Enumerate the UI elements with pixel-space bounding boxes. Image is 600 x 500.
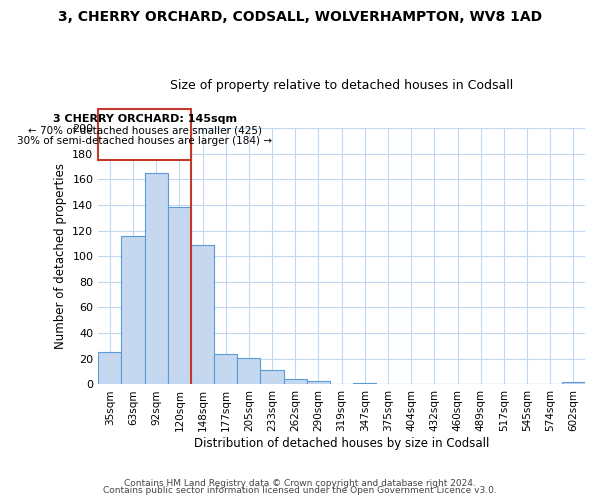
Y-axis label: Number of detached properties: Number of detached properties [53, 163, 67, 349]
Text: 3, CHERRY ORCHARD, CODSALL, WOLVERHAMPTON, WV8 1AD: 3, CHERRY ORCHARD, CODSALL, WOLVERHAMPTO… [58, 10, 542, 24]
Bar [353, 383, 376, 384]
Bar [260, 370, 284, 384]
Bar [191, 244, 214, 384]
Bar [284, 380, 307, 384]
Bar [562, 382, 585, 384]
Bar [145, 173, 168, 384]
Text: Contains HM Land Registry data © Crown copyright and database right 2024.: Contains HM Land Registry data © Crown c… [124, 478, 476, 488]
Text: ← 70% of detached houses are smaller (425): ← 70% of detached houses are smaller (42… [28, 126, 262, 136]
Bar [307, 380, 330, 384]
Bar [168, 208, 191, 384]
Title: Size of property relative to detached houses in Codsall: Size of property relative to detached ho… [170, 79, 513, 92]
Bar [237, 358, 260, 384]
Bar [214, 354, 237, 384]
Text: Contains public sector information licensed under the Open Government Licence v3: Contains public sector information licen… [103, 486, 497, 495]
Text: 3 CHERRY ORCHARD: 145sqm: 3 CHERRY ORCHARD: 145sqm [53, 114, 236, 124]
Bar [98, 352, 121, 384]
Bar [98, 108, 191, 160]
Text: 30% of semi-detached houses are larger (184) →: 30% of semi-detached houses are larger (… [17, 136, 272, 145]
X-axis label: Distribution of detached houses by size in Codsall: Distribution of detached houses by size … [194, 437, 489, 450]
Bar [121, 236, 145, 384]
